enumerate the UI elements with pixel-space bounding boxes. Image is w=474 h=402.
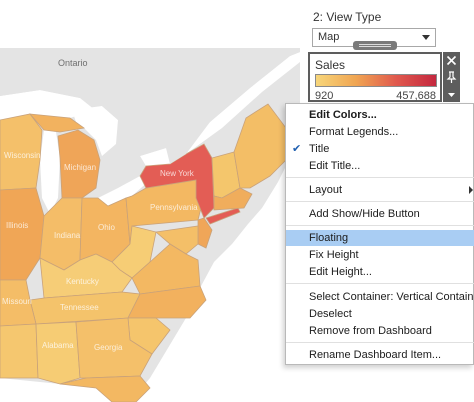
menu-item-label: Fix Height [309, 249, 359, 261]
menu-item-label: Title [309, 143, 330, 155]
chevron-right-icon [469, 186, 473, 194]
label-alabama: Alabama [42, 341, 74, 350]
menu-item-label: Deselect [309, 308, 352, 320]
legend-color-ramp [315, 74, 437, 87]
menu-item-label: Select Container: Vertical Container [309, 291, 474, 303]
label-new-york: New York [160, 169, 195, 178]
state-new-england-south [213, 187, 253, 211]
state-florida [59, 375, 151, 402]
atlantic-ocean [130, 128, 300, 402]
menu-item-layout[interactable]: Layout [286, 182, 474, 198]
label-michigan: Michigan [64, 163, 96, 172]
label-georgia: Georgia [94, 343, 123, 352]
menu-separator [286, 225, 474, 226]
legend-context-menu: Edit Colors... Format Legends... ✔ Title… [285, 103, 474, 365]
menu-item-floating[interactable]: Floating [286, 230, 474, 246]
menu-item-edit-title[interactable]: Edit Title... [286, 158, 474, 174]
water-bodies [0, 52, 300, 402]
menu-item-remove-from-dashboard[interactable]: Remove from Dashboard [286, 323, 474, 339]
legend-title: Sales [315, 58, 346, 72]
menu-item-fix-height[interactable]: Fix Height [286, 247, 474, 263]
canada-land [0, 48, 300, 166]
label-pennsylvania: Pennsylvania [150, 203, 198, 212]
menu-item-edit-colors[interactable]: Edit Colors... [286, 107, 474, 123]
menu-item-label: Add Show/Hide Button [309, 208, 420, 220]
menu-item-label: Floating [309, 232, 349, 244]
menu-separator [286, 177, 474, 178]
state-maryland [155, 225, 199, 255]
st-lawrence [176, 52, 300, 154]
menu-item-label: Edit Title... [309, 160, 361, 172]
menu-item-edit-height[interactable]: Edit Height... [286, 264, 474, 280]
state-alabama [35, 321, 81, 385]
state-michigan [57, 129, 101, 199]
dropdown-arrow-icon[interactable] [443, 86, 460, 103]
label-wisconsin: Wisconsin [4, 151, 40, 160]
gulf-of-mexico [0, 378, 112, 402]
state-georgia [75, 317, 153, 379]
label-missouri: Missouri [2, 297, 32, 306]
state-mississippi [0, 323, 39, 379]
state-illinois [0, 187, 45, 281]
label-indiana: Indiana [54, 231, 81, 240]
view-type-title: 2: View Type [313, 10, 382, 24]
sales-color-legend[interactable]: Sales 920 457,688 [308, 52, 442, 102]
menu-separator [286, 342, 474, 343]
chevron-down-icon [422, 35, 430, 40]
legend-toolbar [443, 52, 460, 102]
menu-item-label: Edit Colors... [309, 109, 377, 121]
close-icon[interactable] [443, 52, 460, 69]
menu-item-add-show-hide-button[interactable]: Add Show/Hide Button [286, 206, 474, 222]
state-new-york [139, 143, 215, 219]
state-missouri [0, 279, 37, 327]
menu-item-label: Edit Height... [309, 266, 372, 278]
menu-item-label: Rename Dashboard Item... [309, 349, 442, 361]
lake-superior [0, 90, 95, 120]
states [0, 48, 300, 402]
lake-michigan [40, 130, 60, 214]
grip-line [359, 44, 391, 45]
map-canvas[interactable]: Ontario Pennsylvania Ohio Indiana Illino… [0, 48, 300, 402]
label-ohio: Ohio [98, 223, 115, 232]
legend-max-label: 457,688 [396, 90, 436, 102]
lake-erie [98, 176, 150, 206]
move-handle[interactable] [353, 41, 397, 50]
checkmark-icon: ✔ [292, 143, 302, 155]
pin-icon[interactable] [443, 69, 460, 86]
menu-item-deselect[interactable]: Deselect [286, 306, 474, 322]
sales-map[interactable]: Ontario Pennsylvania Ohio Indiana Illino… [0, 48, 300, 402]
state-michigan-up [29, 113, 86, 133]
menu-item-select-container[interactable]: Select Container: Vertical Container [286, 289, 474, 305]
menu-item-rename-dashboard-item[interactable]: Rename Dashboard Item... [286, 347, 474, 363]
grip-line [359, 46, 391, 47]
menu-item-label: Format Legends... [309, 126, 399, 138]
label-illinois: Illinois [6, 221, 28, 230]
menu-separator [286, 201, 474, 202]
label-tennessee: Tennessee [60, 303, 99, 312]
menu-item-label: Remove from Dashboard [309, 325, 432, 337]
menu-item-label: Layout [309, 184, 343, 196]
label-kentucky: Kentucky [66, 277, 99, 286]
view-type-value: Map [318, 31, 340, 43]
lake-huron [72, 106, 118, 156]
state-long-island [205, 207, 241, 225]
menu-item-title[interactable]: ✔ Title [286, 141, 474, 157]
legend-min-label: 920 [315, 90, 334, 102]
menu-item-format-legends[interactable]: Format Legends... [286, 124, 474, 140]
label-ontario: Ontario [58, 58, 88, 68]
menu-separator [286, 283, 474, 284]
